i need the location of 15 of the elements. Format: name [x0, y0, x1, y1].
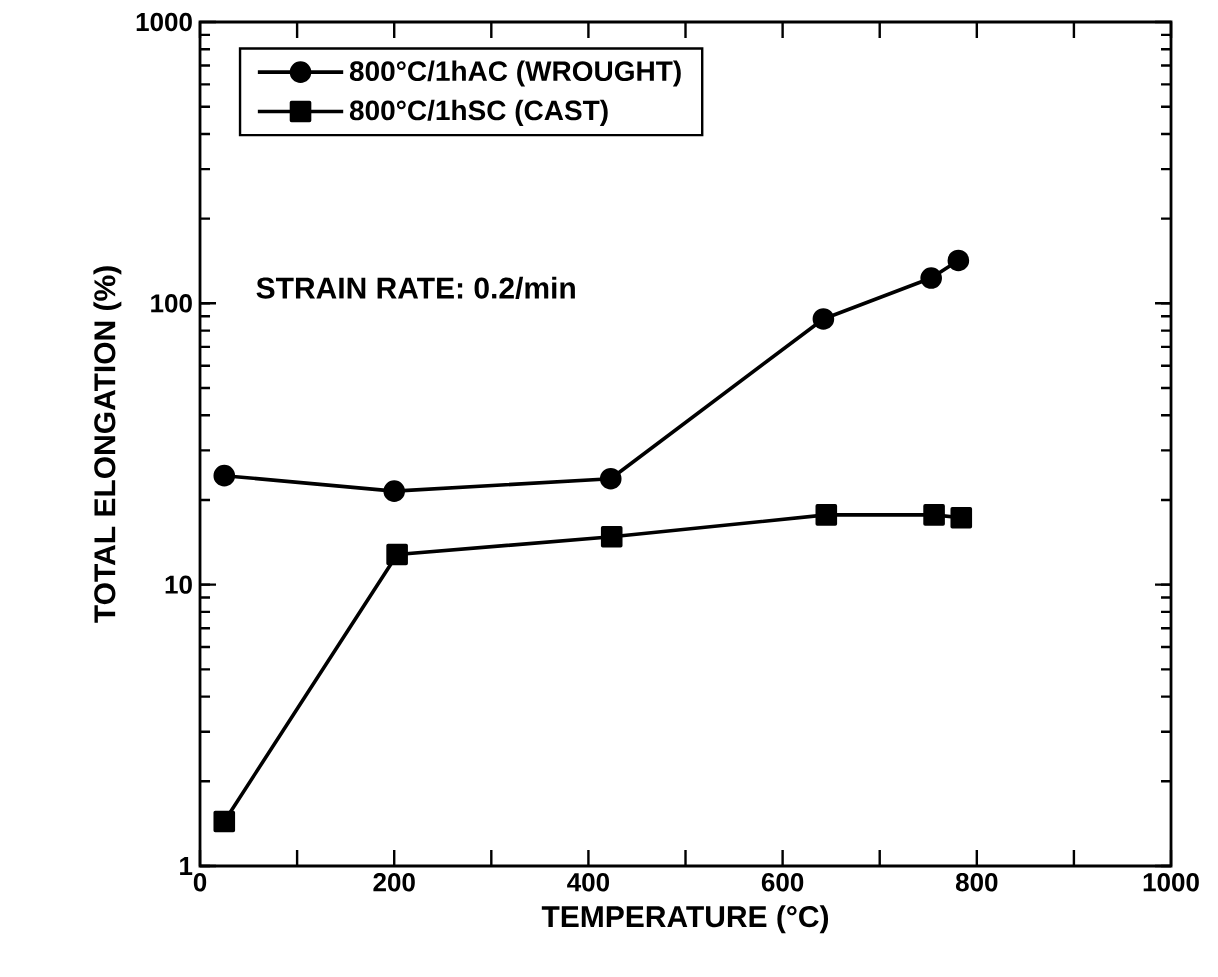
legend-label: 800°C/1hSC (CAST)	[349, 99, 608, 126]
y-axis-title: TOTAL ELONGATION (%)	[93, 266, 122, 623]
y-tick-label: 1000	[136, 12, 192, 32]
y-tick-label: 10	[165, 575, 192, 594]
x-tick-label: 1000	[1143, 873, 1199, 892]
x-tick-label: 0	[193, 873, 207, 892]
legend-label: 800°C/1hAC (WROUGHT)	[349, 60, 681, 87]
annotation: STRAIN RATE: 0.2/min	[256, 276, 575, 300]
x-tick-label: 200	[373, 873, 415, 892]
x-tick-label: 400	[567, 873, 610, 892]
x-axis-title: TEMPERATURE (°C)	[541, 905, 829, 934]
x-tick-label: 600	[761, 873, 804, 892]
x-tick-label: 800	[955, 873, 998, 892]
y-tick-label: 1	[180, 857, 193, 875]
y-tick-label: 100	[151, 294, 192, 313]
